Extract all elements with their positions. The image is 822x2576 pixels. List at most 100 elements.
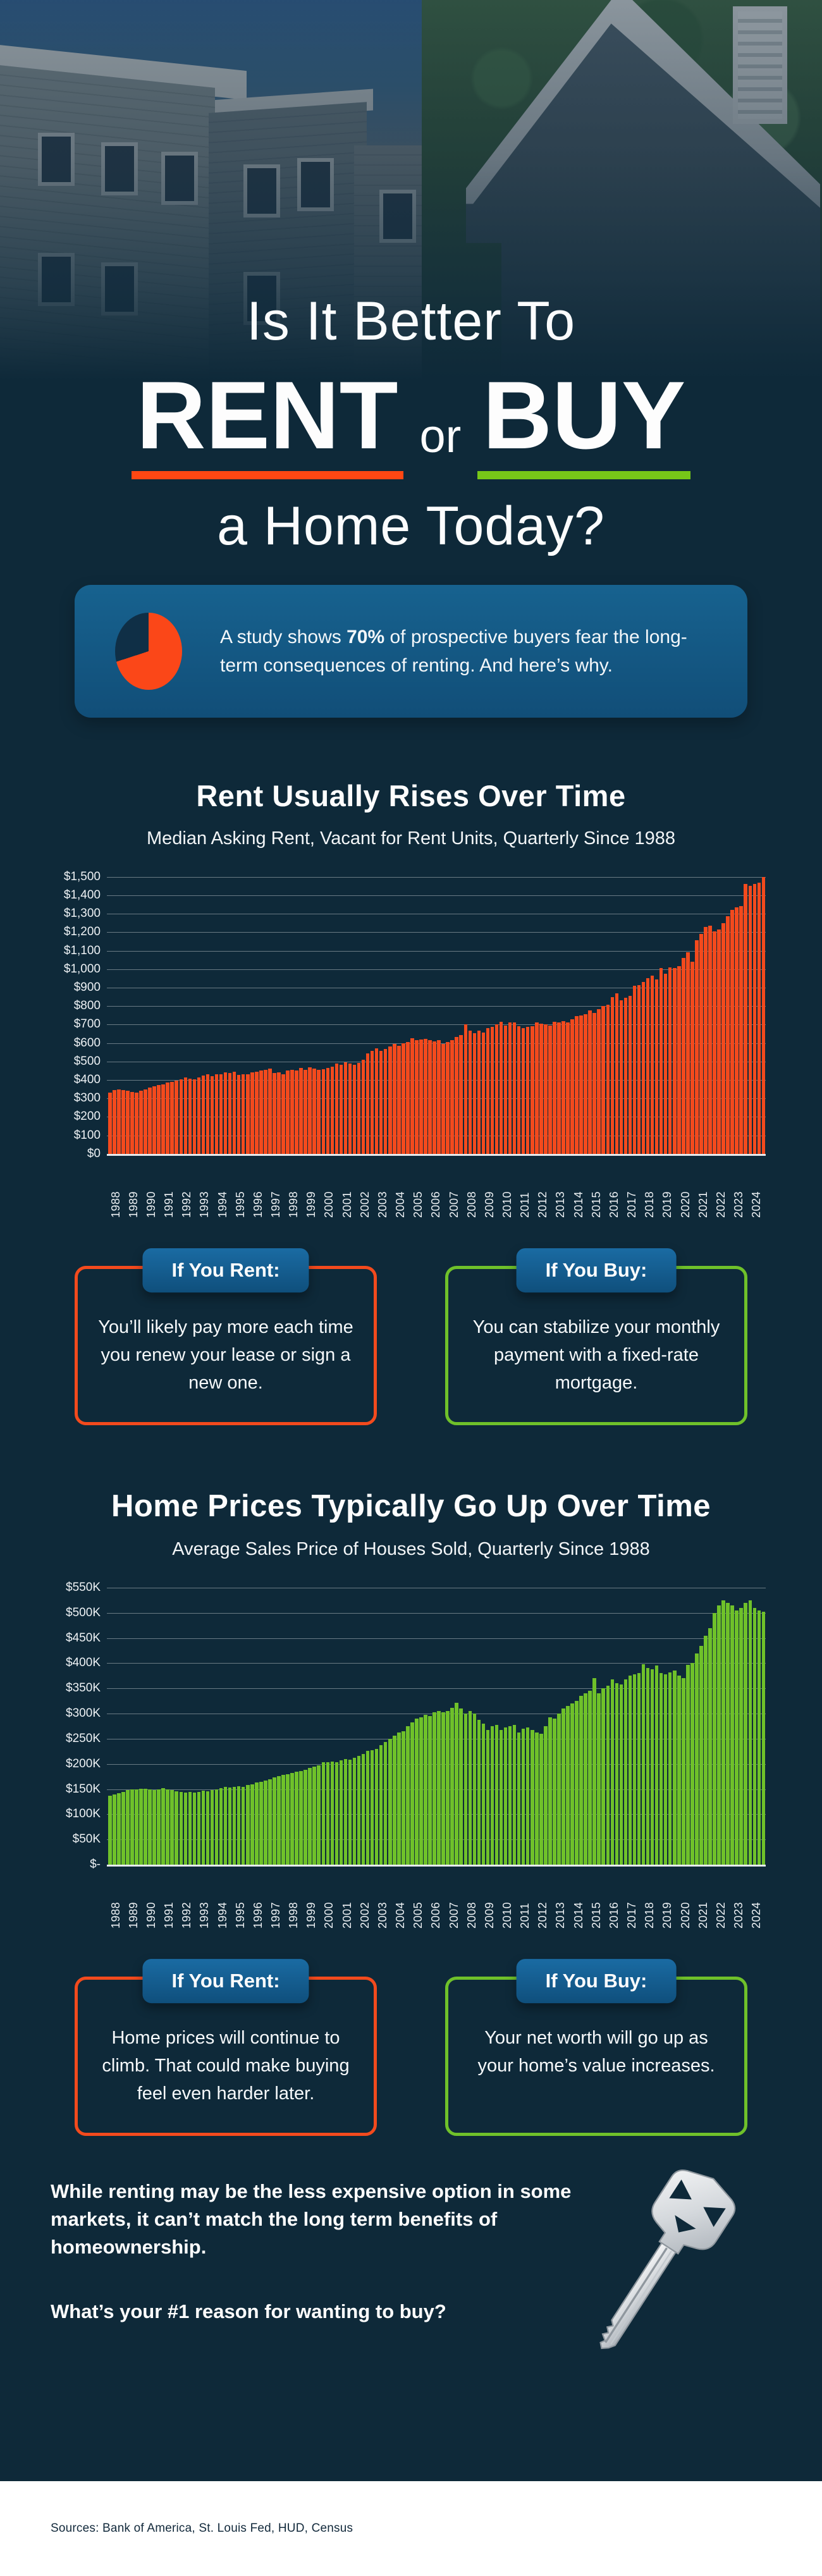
x-axis-tick-label: 2003: [376, 1191, 389, 1218]
y-axis-tick-label: $50K: [72, 1832, 101, 1846]
bar: [273, 1777, 276, 1865]
gridline: [107, 1663, 766, 1664]
hero-photos: [0, 0, 822, 392]
bar: [228, 1788, 232, 1865]
x-axis-tick: 2022: [712, 1873, 730, 1929]
bar: [606, 1686, 610, 1865]
bar: [330, 1066, 334, 1154]
bar: [748, 885, 752, 1154]
bar: [365, 1751, 370, 1865]
y-axis-tick-label: $1,400: [63, 888, 101, 902]
bar: [472, 1033, 477, 1154]
x-axis-tick: 1995: [231, 1162, 249, 1218]
x-axis-tick: 2001: [338, 1873, 356, 1929]
bar: [699, 934, 703, 1154]
x-axis-tick: 2007: [445, 1162, 463, 1218]
gridline: [107, 1079, 766, 1081]
rent-section-subtitle: Median Asking Rent, Vacant for Rent Unit…: [146, 828, 676, 849]
bar: [357, 1063, 361, 1154]
rent-vs-buy-boxes-1: If You Rent: You’ll likely pay more each…: [75, 1248, 747, 1425]
bar: [343, 1758, 348, 1865]
gridline: [107, 1763, 766, 1765]
bar: [437, 1711, 441, 1865]
x-axis-tick: 1992: [178, 1162, 196, 1218]
x-axis-tick: 2015: [587, 1873, 605, 1929]
x-axis-tick-label: 2010: [501, 1901, 514, 1929]
if-you-rent-tab-2: If You Rent:: [142, 1959, 309, 2004]
bar: [264, 1069, 267, 1154]
x-axis-tick: 2014: [570, 1162, 587, 1218]
x-axis-tick: 2009: [481, 1162, 498, 1218]
gridline: [107, 1789, 766, 1790]
bar: [397, 1045, 401, 1154]
house-key-icon: [599, 2169, 771, 2380]
bar: [361, 1753, 365, 1865]
bar: [317, 1765, 321, 1865]
y-axis-tick-label: $150K: [66, 1782, 101, 1796]
y-axis-tick-label: $1,200: [63, 925, 101, 939]
x-axis-tick: 2016: [605, 1162, 623, 1218]
bar: [672, 968, 677, 1154]
x-axis-tick: 1997: [267, 1162, 285, 1218]
if-you-rent-body-2: Home prices will continue to climb. That…: [102, 2027, 350, 2104]
if-you-buy-body-2: Your net worth will go up as your home’s…: [477, 2027, 715, 2076]
gridline: [107, 1098, 766, 1100]
x-axis-tick-label: 2008: [465, 1901, 478, 1929]
x-axis-tick-label: 1995: [233, 1191, 247, 1218]
bar: [117, 1089, 121, 1154]
x-axis-tick: 2003: [374, 1162, 391, 1218]
bar: [264, 1781, 267, 1865]
bar: [144, 1788, 147, 1865]
bar: [334, 1063, 339, 1154]
if-you-rent-tab-1: If You Rent:: [142, 1248, 309, 1292]
bar: [370, 1750, 374, 1865]
bar: [566, 1706, 570, 1865]
x-axis-tick-label: 2019: [661, 1901, 674, 1929]
bar: [281, 1775, 285, 1865]
x-axis-tick: 2020: [677, 1162, 694, 1218]
bar: [277, 1776, 281, 1865]
bar: [641, 982, 646, 1154]
bar: [117, 1793, 121, 1865]
bar: [757, 1610, 761, 1865]
bar: [388, 1738, 392, 1865]
bar: [432, 1041, 436, 1154]
bar: [726, 916, 730, 1154]
bar: [312, 1766, 316, 1865]
bar: [219, 1074, 223, 1154]
x-axis-tick-label: 2005: [412, 1901, 425, 1929]
bar: [459, 1708, 463, 1865]
x-axis-tick-label: 2013: [554, 1191, 567, 1218]
gridline: [107, 969, 766, 970]
bar: [632, 986, 637, 1154]
bar: [410, 1722, 414, 1865]
callout-stat-70pct: 70%: [347, 626, 385, 647]
x-axis-tick: 2018: [641, 1873, 659, 1929]
bar: [699, 1645, 703, 1865]
x-axis-tick: 1988: [107, 1873, 125, 1929]
x-axis-tick: 2024: [748, 1162, 766, 1218]
bar: [183, 1077, 188, 1154]
bar: [170, 1790, 174, 1865]
bar: [379, 1051, 383, 1154]
bar: [512, 1022, 517, 1154]
bar: [468, 1711, 472, 1865]
bar: [570, 1019, 574, 1154]
gridline: [107, 1043, 766, 1044]
bar: [615, 1683, 619, 1865]
bar: [646, 1668, 650, 1865]
bar: [503, 1025, 508, 1154]
bar: [179, 1792, 183, 1865]
title-line-3: a Home Today?: [217, 495, 605, 556]
bar: [575, 1015, 579, 1154]
y-axis-tick-label: $-: [90, 1857, 101, 1871]
bar: [179, 1079, 183, 1154]
bar: [210, 1076, 214, 1154]
home-chart-plot-col: 1988 1989 1990 1991 1992 1993 1994 1995 1996 1997…: [107, 1587, 766, 1929]
x-axis-tick-label: 2017: [625, 1901, 639, 1929]
bar: [553, 1021, 556, 1154]
x-axis-tick: 2022: [712, 1162, 730, 1218]
bar: [713, 931, 716, 1154]
gridline: [107, 1612, 766, 1614]
bar: [113, 1090, 116, 1154]
